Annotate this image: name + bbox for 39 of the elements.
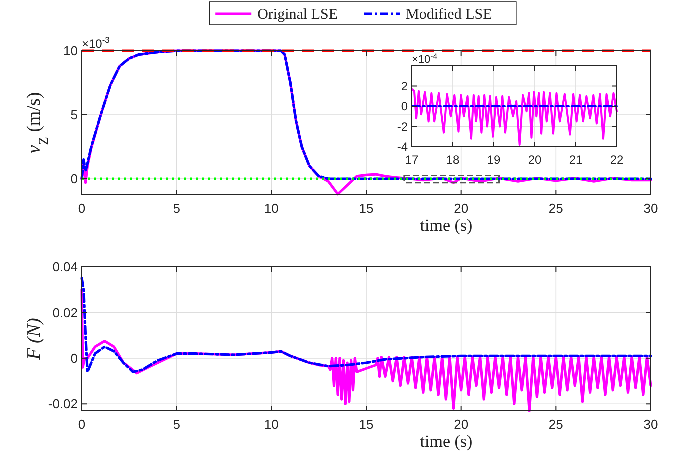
x-tick-label: 22 — [610, 153, 624, 167]
y-tick-label: 0 — [70, 172, 78, 187]
x-tick-label: 20 — [454, 417, 469, 432]
x-tick-label: 15 — [359, 417, 374, 432]
x-tick-label: 20 — [454, 201, 469, 216]
annotation: ×10$^{-4}$ — [412, 52, 438, 66]
y-tick-label: 0.04 — [52, 260, 78, 275]
y-tick-label: 0.02 — [52, 305, 78, 320]
y-tick-label: 0 — [70, 350, 78, 366]
x-axis-title: time (s) — [420, 216, 473, 235]
x-tick-label: 10 — [264, 417, 279, 432]
annotation: ×10$^{-3}$ — [82, 35, 110, 51]
x-tick-label: 30 — [644, 417, 658, 432]
x-tick-label: 19 — [487, 153, 501, 167]
x-tick-label: 15 — [359, 201, 374, 216]
x-tick-label: 5 — [173, 201, 180, 216]
x-tick-label: 25 — [548, 201, 564, 216]
y-tick-label: 5 — [70, 108, 78, 123]
x-tick-label: 18 — [446, 153, 460, 167]
x-tick-label: 20 — [528, 153, 542, 167]
legend-label: Original LSE — [258, 7, 338, 23]
y-tick-label: -2 — [397, 120, 408, 134]
x-tick-label: 5 — [173, 417, 180, 432]
x-tick-label: 30 — [644, 201, 658, 216]
y-tick-label: -0.02 — [48, 396, 78, 412]
x-tick-label: 10 — [264, 201, 279, 216]
line-series — [80, 288, 652, 412]
y-axis-title: F (N) — [24, 318, 45, 361]
x-tick-label: 17 — [405, 153, 419, 167]
line-series — [411, 88, 618, 146]
x-tick-label: 21 — [569, 153, 583, 167]
y-tick-label: -4 — [397, 140, 408, 154]
x-axis-title: time (s) — [420, 432, 473, 451]
y-tick-label: 0 — [401, 100, 408, 114]
y-tick-label: 10 — [64, 44, 78, 59]
y-tick-label: 2 — [401, 79, 408, 94]
line-series — [80, 277, 652, 374]
x-tick-label: 25 — [548, 417, 564, 432]
legend-label: Modified LSE — [406, 7, 492, 23]
